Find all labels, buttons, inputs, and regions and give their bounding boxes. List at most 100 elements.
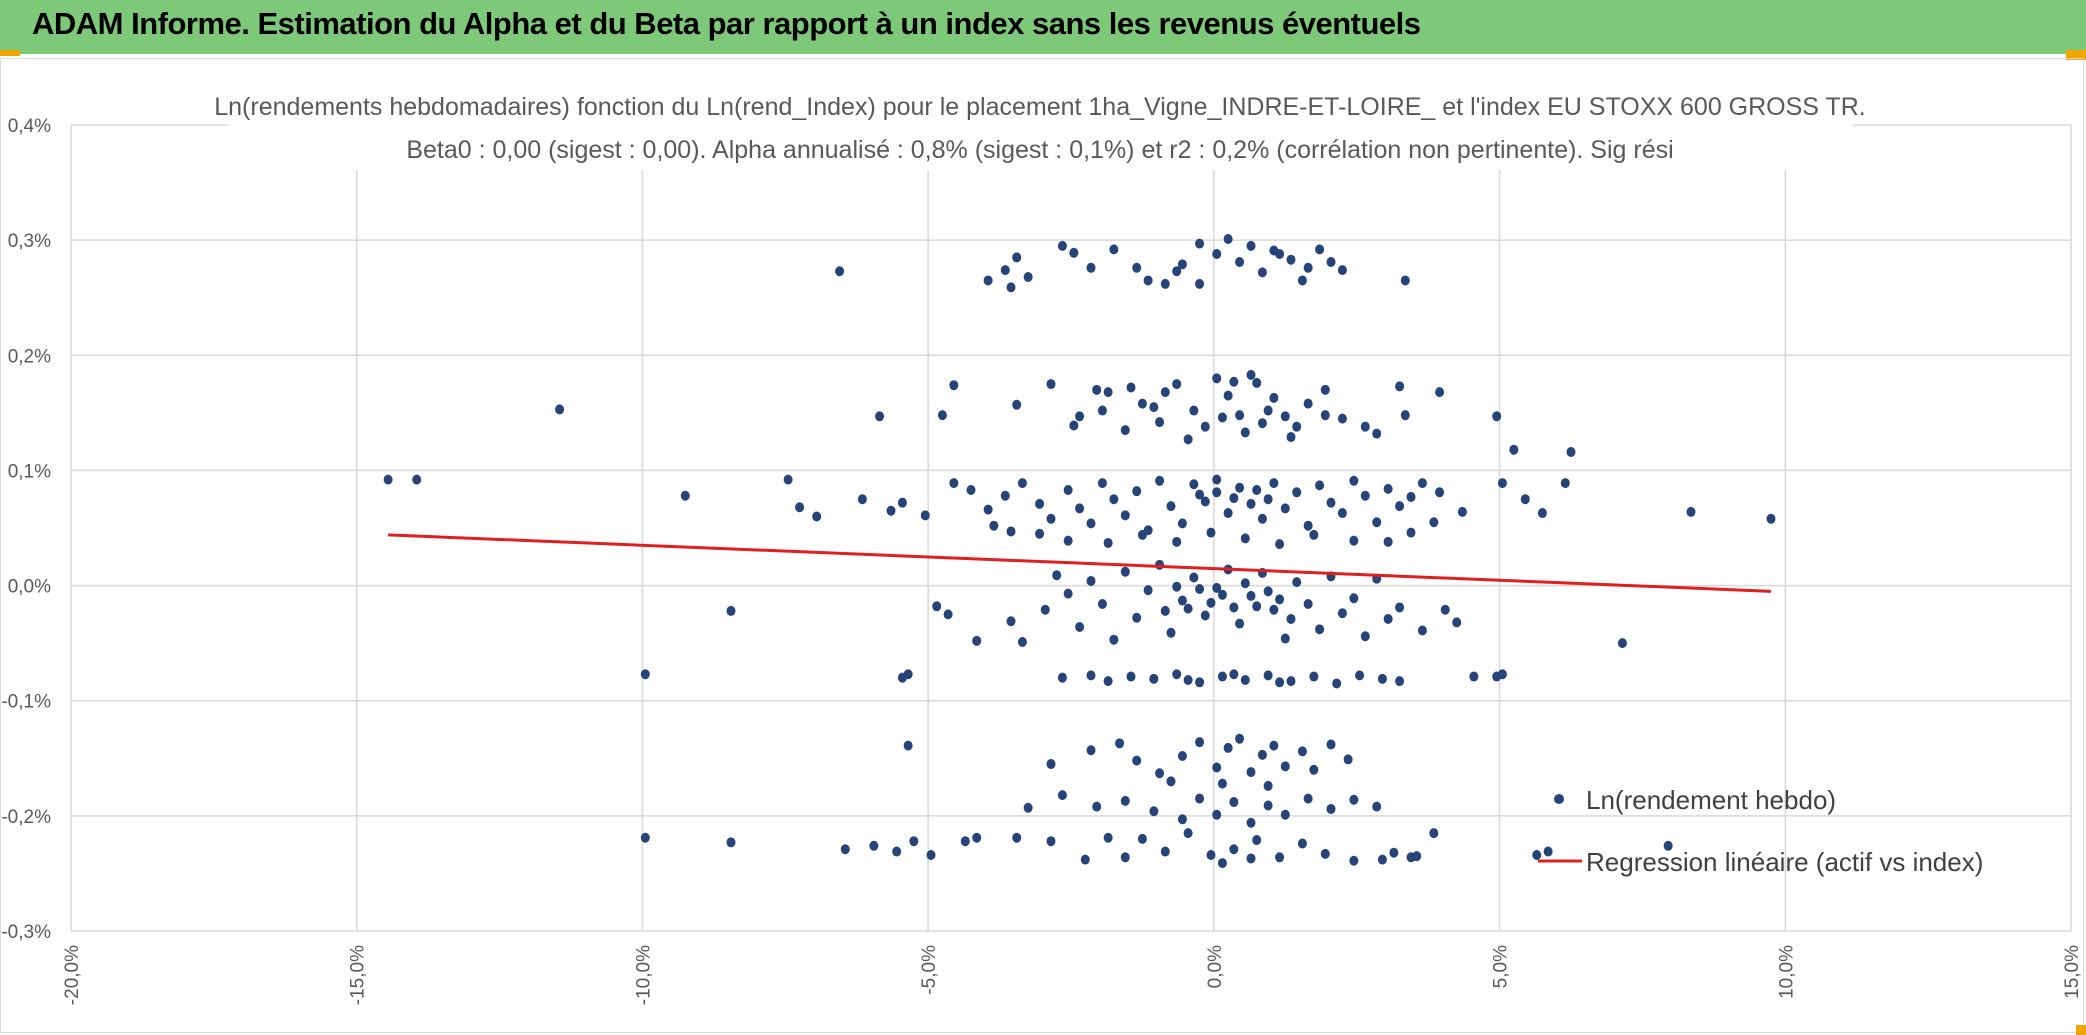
data-point — [1155, 417, 1165, 428]
data-point — [1120, 566, 1130, 577]
data-point — [1252, 485, 1262, 496]
data-point — [1103, 537, 1113, 548]
data-point — [1257, 418, 1267, 429]
data-point — [1200, 610, 1210, 621]
data-point — [1286, 254, 1296, 265]
data-point — [1097, 598, 1107, 609]
data-point — [1286, 613, 1296, 624]
data-point — [812, 511, 822, 522]
data-point — [1132, 755, 1142, 766]
data-point — [1097, 405, 1107, 416]
data-point — [920, 510, 930, 521]
data-point — [875, 411, 885, 422]
data-point — [1252, 601, 1262, 612]
x-tick-label: 0,0% — [1205, 945, 1226, 988]
data-point — [1263, 780, 1273, 791]
data-point — [1417, 625, 1427, 636]
x-tick-label: -5,0% — [919, 945, 940, 995]
data-point — [1355, 670, 1365, 681]
data-point — [1057, 672, 1067, 683]
data-point — [1086, 745, 1096, 756]
data-point — [1132, 262, 1142, 273]
data-point — [989, 520, 999, 531]
data-point — [1132, 486, 1142, 497]
data-point — [1149, 673, 1159, 684]
data-point — [1326, 497, 1336, 508]
data-point — [1103, 676, 1113, 687]
data-point — [1177, 814, 1187, 825]
data-point — [1086, 575, 1096, 586]
data-point — [1280, 633, 1290, 644]
data-point — [1303, 598, 1313, 609]
data-point — [1406, 491, 1416, 502]
header-accent-left — [0, 50, 20, 56]
data-point — [1286, 432, 1296, 443]
data-point — [1212, 487, 1222, 498]
data-point — [1143, 585, 1153, 596]
data-point — [1440, 604, 1450, 615]
data-point — [1212, 809, 1222, 820]
data-point — [1137, 833, 1147, 844]
data-point — [1115, 738, 1125, 749]
data-point — [1280, 503, 1290, 514]
data-point — [1092, 384, 1102, 395]
data-point — [1406, 852, 1416, 863]
data-point — [1075, 503, 1085, 514]
data-point — [1206, 527, 1216, 538]
data-point — [412, 474, 422, 485]
data-point — [949, 478, 959, 489]
data-point — [1012, 252, 1022, 263]
data-point — [869, 840, 879, 851]
data-point — [1000, 490, 1010, 501]
data-point — [1343, 754, 1353, 765]
data-point — [1217, 589, 1227, 600]
data-point — [937, 410, 947, 421]
data-point — [1212, 474, 1222, 485]
data-point — [1349, 593, 1359, 604]
data-point — [1303, 793, 1313, 804]
data-point — [1269, 392, 1279, 403]
data-point — [1349, 794, 1359, 805]
data-points — [383, 233, 1776, 869]
data-point — [1183, 828, 1193, 839]
data-point — [640, 832, 650, 843]
data-point — [1223, 742, 1233, 753]
data-point — [897, 497, 907, 508]
data-point — [1372, 517, 1382, 528]
data-point — [1315, 624, 1325, 635]
x-tick-label: 10,0% — [1776, 945, 1797, 999]
data-point — [1303, 262, 1313, 273]
data-point — [1046, 759, 1056, 770]
y-tick-label: 0,2% — [8, 346, 51, 367]
data-point — [1617, 638, 1627, 649]
data-point — [1492, 411, 1502, 422]
data-point — [1395, 602, 1405, 613]
data-point — [1377, 854, 1387, 865]
data-point — [1383, 483, 1393, 494]
data-point — [1292, 577, 1302, 588]
data-point — [726, 837, 736, 848]
data-point — [1400, 275, 1410, 286]
data-point — [1229, 669, 1239, 680]
data-point — [1212, 762, 1222, 773]
data-point — [1137, 398, 1147, 409]
data-point — [1092, 801, 1102, 812]
header-accent-right — [2066, 50, 2086, 60]
data-point — [1309, 671, 1319, 682]
data-point — [1195, 278, 1205, 289]
data-point — [1435, 387, 1445, 398]
data-point — [1229, 493, 1239, 504]
bottom-accent-right — [2076, 1025, 2086, 1035]
data-point — [1217, 858, 1227, 869]
data-point — [1052, 570, 1062, 581]
data-point — [1217, 412, 1227, 423]
data-point — [1189, 479, 1199, 490]
data-point — [1235, 618, 1245, 629]
data-point — [1166, 776, 1176, 787]
data-point — [1240, 578, 1250, 589]
data-point — [1023, 802, 1033, 813]
data-point — [1012, 832, 1022, 843]
data-point — [1263, 800, 1273, 811]
data-point — [1195, 737, 1205, 748]
